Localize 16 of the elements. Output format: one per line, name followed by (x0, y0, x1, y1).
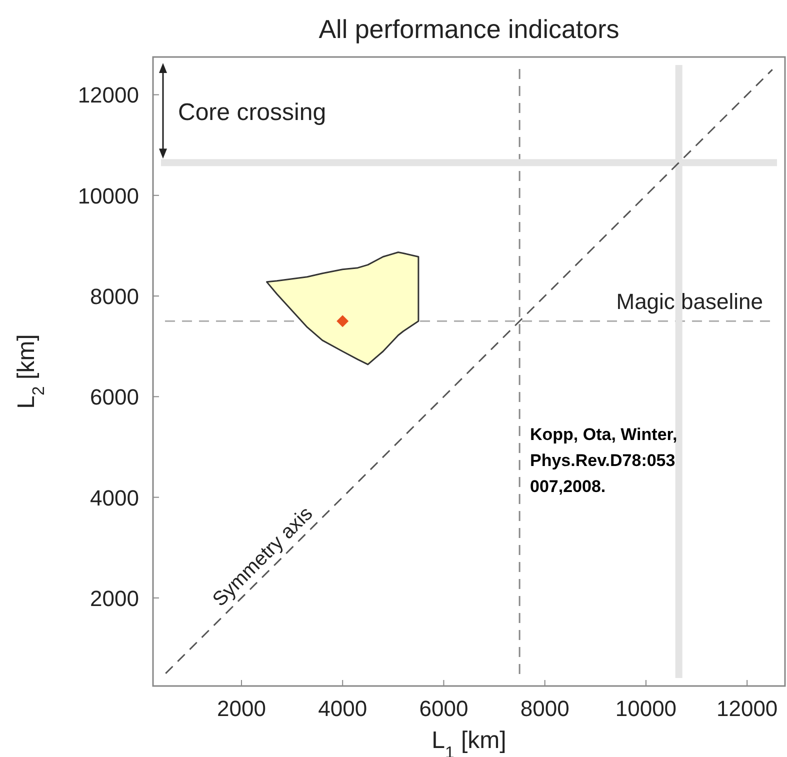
x-tick-label: 12000 (716, 696, 778, 721)
y-tick-label: 8000 (90, 284, 139, 310)
chart-title: All performance indicators (318, 14, 620, 44)
x-tick-label: 10000 (615, 696, 677, 721)
x-tick-label: 2000 (217, 696, 266, 721)
x-tick-label: 8000 (520, 696, 570, 721)
x-tick-label: 6000 (419, 696, 468, 721)
annotation: Kopp, Ota, Winter, Phys.Rev.D78:053 007,2008. (530, 425, 678, 496)
y-tick-label: 12000 (78, 82, 139, 108)
annotation: Core crossing (178, 99, 326, 126)
y-tick-label: 4000 (90, 485, 139, 510)
y-tick-label: 10000 (78, 183, 139, 208)
y-tick-label: 6000 (90, 384, 139, 410)
x-tick-label: 4000 (318, 696, 368, 721)
y-tick-label: 2000 (90, 586, 139, 611)
ref-line-label: Magic baseline (616, 289, 763, 314)
